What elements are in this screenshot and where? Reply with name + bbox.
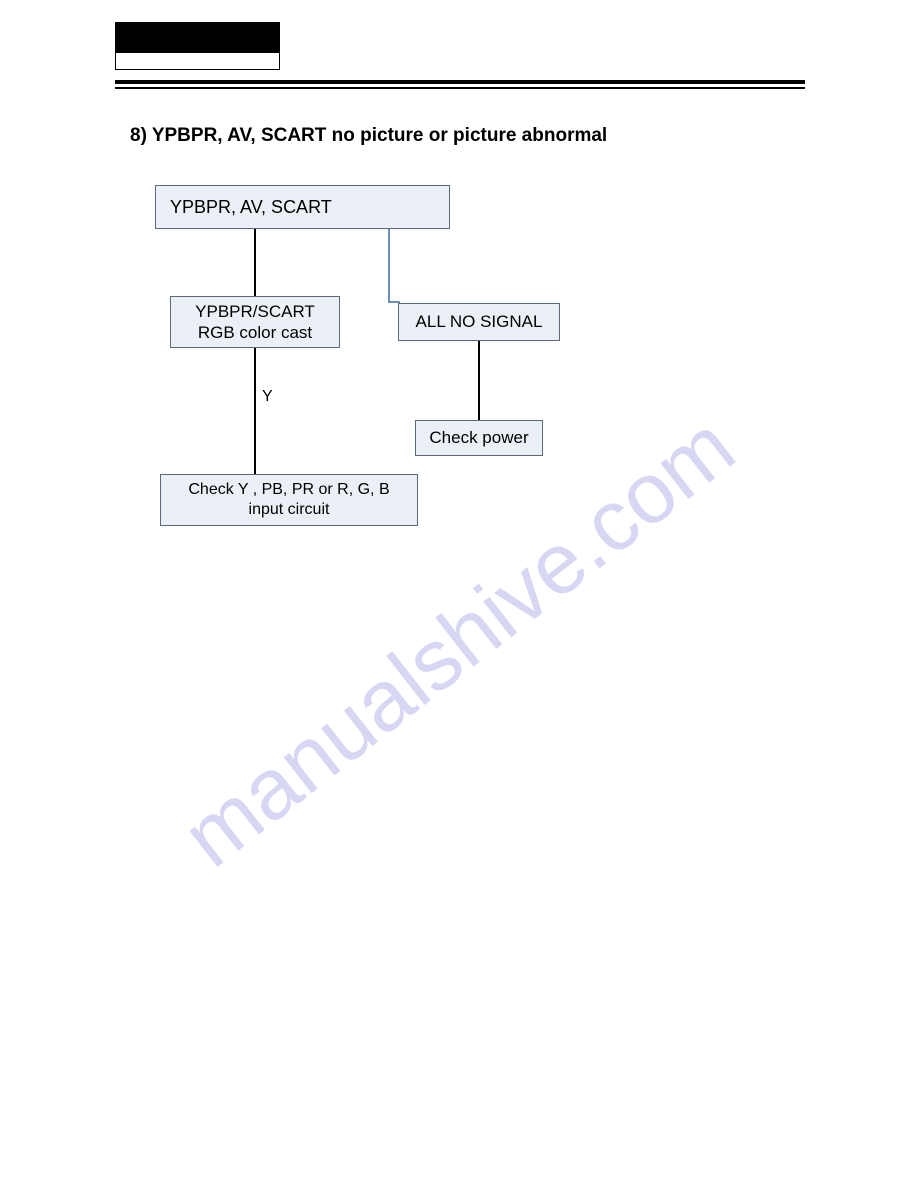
node-right2: Check power bbox=[415, 420, 543, 456]
node-top: YPBPR, AV, SCART bbox=[155, 185, 450, 229]
edge-label-y: Y bbox=[262, 388, 273, 406]
node-right1-label: ALL NO SIGNAL bbox=[416, 311, 543, 332]
node-left2: Check Y , PB, PR or R, G, Binput circuit bbox=[160, 474, 418, 526]
header-outline-box bbox=[115, 52, 280, 70]
node-left1: YPBPR/SCARTRGB color cast bbox=[170, 296, 340, 348]
node-left1-label: YPBPR/SCARTRGB color cast bbox=[195, 301, 315, 344]
node-right2-label: Check power bbox=[429, 427, 528, 448]
page: 8) YPBPR, AV, SCART no picture or pictur… bbox=[0, 0, 918, 1188]
edge-top-right1-v bbox=[388, 229, 390, 303]
edge-left1-left2 bbox=[254, 348, 256, 474]
node-right1: ALL NO SIGNAL bbox=[398, 303, 560, 341]
node-top-label: YPBPR, AV, SCART bbox=[170, 196, 332, 219]
edge-top-left1 bbox=[254, 229, 256, 296]
node-left2-label: Check Y , PB, PR or R, G, Binput circuit bbox=[188, 480, 389, 520]
section-heading: 8) YPBPR, AV, SCART no picture or pictur… bbox=[130, 125, 607, 147]
edge-right1-right2 bbox=[478, 341, 480, 420]
header-black-block bbox=[115, 22, 280, 52]
header-rule-thick bbox=[115, 80, 805, 84]
header-rule-thin bbox=[115, 87, 805, 89]
edge-top-right1-h bbox=[388, 301, 400, 303]
